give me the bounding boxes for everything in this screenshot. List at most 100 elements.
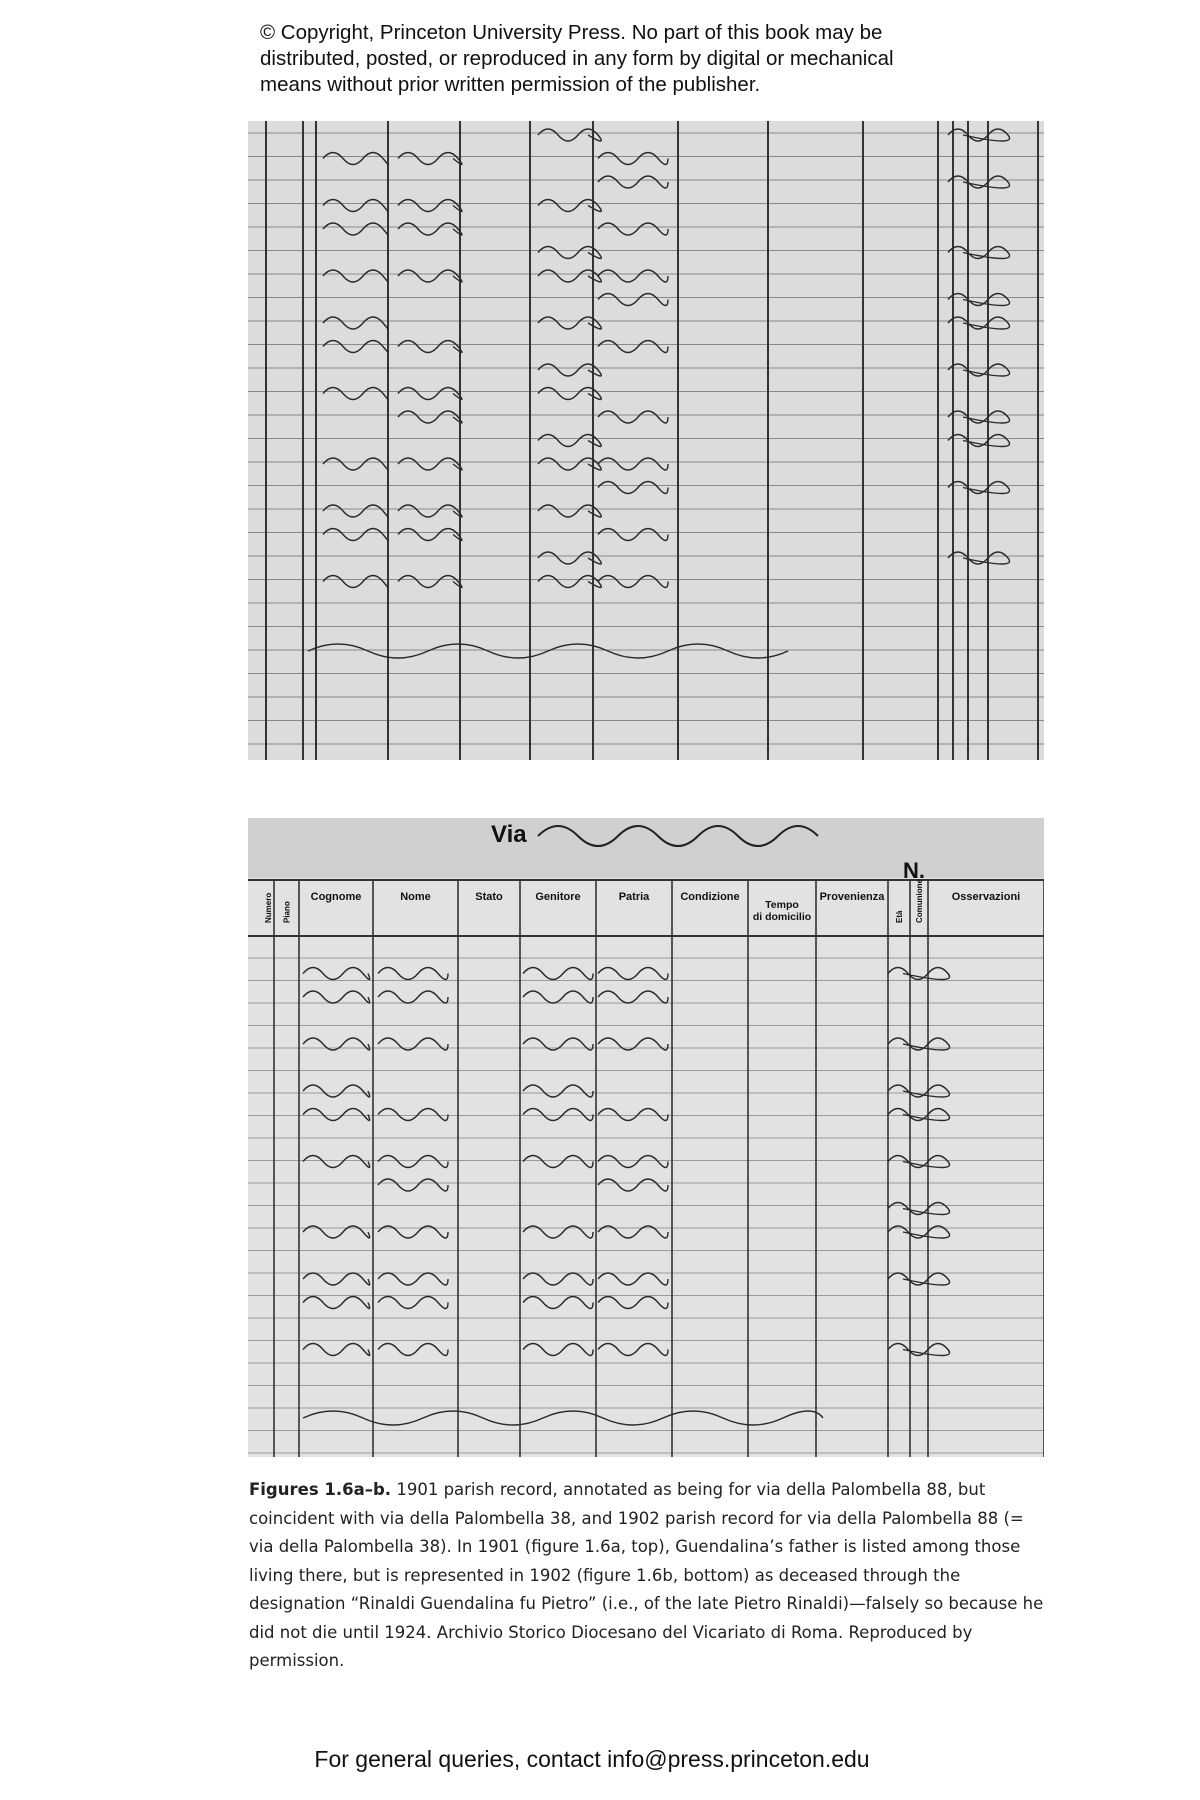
handwriting [302, 1037, 371, 1051]
handwriting [377, 1154, 449, 1169]
handwriting [597, 1225, 669, 1239]
handwriting [377, 1225, 449, 1239]
number-label: N. [903, 858, 925, 883]
column-header: Piano [283, 901, 292, 923]
handwriting [597, 339, 669, 354]
handwriting [947, 433, 1011, 448]
handwriting [597, 269, 669, 283]
handwriting [397, 339, 463, 354]
handwriting [302, 966, 371, 981]
column-header: Numero [264, 893, 273, 923]
handwriting [322, 504, 389, 518]
handwriting [597, 990, 669, 1004]
handwriting [597, 222, 669, 236]
register-photo-1901 [248, 121, 1044, 760]
handwriting [377, 1272, 449, 1286]
handwriting [377, 1178, 449, 1192]
handwriting [947, 245, 1011, 260]
handwriting [887, 1272, 951, 1286]
handwriting [397, 222, 463, 236]
handwriting [947, 480, 1011, 495]
handwriting [537, 457, 602, 471]
handwriting [537, 433, 602, 448]
column-header: Condizione [680, 891, 739, 903]
handwriting [322, 222, 389, 236]
column-header: Provenienza [820, 891, 886, 903]
handwriting [887, 1225, 951, 1239]
handwriting [947, 410, 1011, 424]
handwriting [597, 292, 669, 307]
column-header: Comunione [915, 878, 924, 923]
handwriting [322, 269, 389, 283]
street-label: Via [491, 821, 527, 848]
handwriting [377, 1295, 449, 1310]
handwriting [947, 363, 1011, 377]
handwriting [522, 1154, 594, 1169]
handwriting [947, 175, 1011, 189]
handwriting [397, 527, 463, 542]
handwriting [597, 175, 669, 189]
handwriting [887, 1037, 951, 1051]
handwriting [522, 1084, 594, 1098]
handwriting [302, 1154, 371, 1169]
handwriting [537, 245, 602, 260]
handwriting [522, 990, 594, 1004]
handwriting [377, 1037, 449, 1051]
handwriting [537, 386, 602, 401]
column-header: Stato [475, 891, 503, 903]
handwriting [377, 1342, 449, 1357]
handwriting [597, 1154, 669, 1169]
handwriting [887, 1342, 951, 1357]
handwriting [302, 1084, 371, 1098]
handwriting [322, 386, 389, 401]
handwriting [322, 316, 389, 330]
handwriting [302, 1295, 371, 1310]
copyright-line: distributed, posted, or reproduced in an… [260, 47, 894, 70]
handwriting [947, 292, 1011, 307]
handwriting [537, 316, 602, 330]
handwriting [302, 1410, 824, 1426]
handwriting [322, 151, 389, 166]
handwriting [537, 825, 819, 847]
handwriting [522, 1225, 594, 1239]
handwriting [397, 386, 463, 401]
handwriting [537, 574, 602, 589]
handwriting [522, 1272, 594, 1286]
column-header: Età [895, 910, 904, 923]
handwriting [522, 1107, 594, 1122]
paper [248, 121, 1044, 760]
handwriting [377, 966, 449, 981]
handwriting [537, 504, 602, 518]
handwriting [537, 269, 602, 283]
handwriting [947, 551, 1011, 565]
handwriting [537, 198, 602, 213]
handwriting [597, 480, 669, 495]
column-header: Osservazioni [952, 891, 1020, 903]
copyright-line: means without prior written permission o… [260, 73, 761, 96]
handwriting [887, 1154, 951, 1169]
handwriting [322, 457, 389, 471]
handwriting [537, 363, 602, 377]
register-photo-1902: Via N. Numero Piano Cognome Nome Stato Genitore… [248, 818, 1044, 1457]
handwriting [322, 198, 389, 213]
handwriting [302, 1107, 371, 1122]
handwriting [397, 504, 463, 518]
handwriting [597, 574, 669, 589]
handwriting [887, 1107, 951, 1122]
handwriting [597, 527, 669, 542]
handwriting [597, 1342, 669, 1357]
handwriting [597, 1295, 669, 1310]
contact-footer: For general queries, contact info@press.… [314, 1746, 870, 1772]
handwriting [887, 1084, 951, 1098]
column-header: Cognome [311, 891, 362, 903]
column-header: Tempo [765, 899, 799, 911]
handwriting [537, 551, 602, 565]
copyright-line: © Copyright, Princeton University Press.… [260, 21, 883, 44]
handwriting [597, 966, 669, 981]
handwriting [597, 457, 669, 471]
caption-text: 1901 parish record, annotated as being f… [249, 1480, 1044, 1670]
handwriting [597, 1037, 669, 1051]
handwriting [597, 151, 669, 166]
handwriting [322, 527, 389, 542]
handwriting [397, 151, 463, 166]
